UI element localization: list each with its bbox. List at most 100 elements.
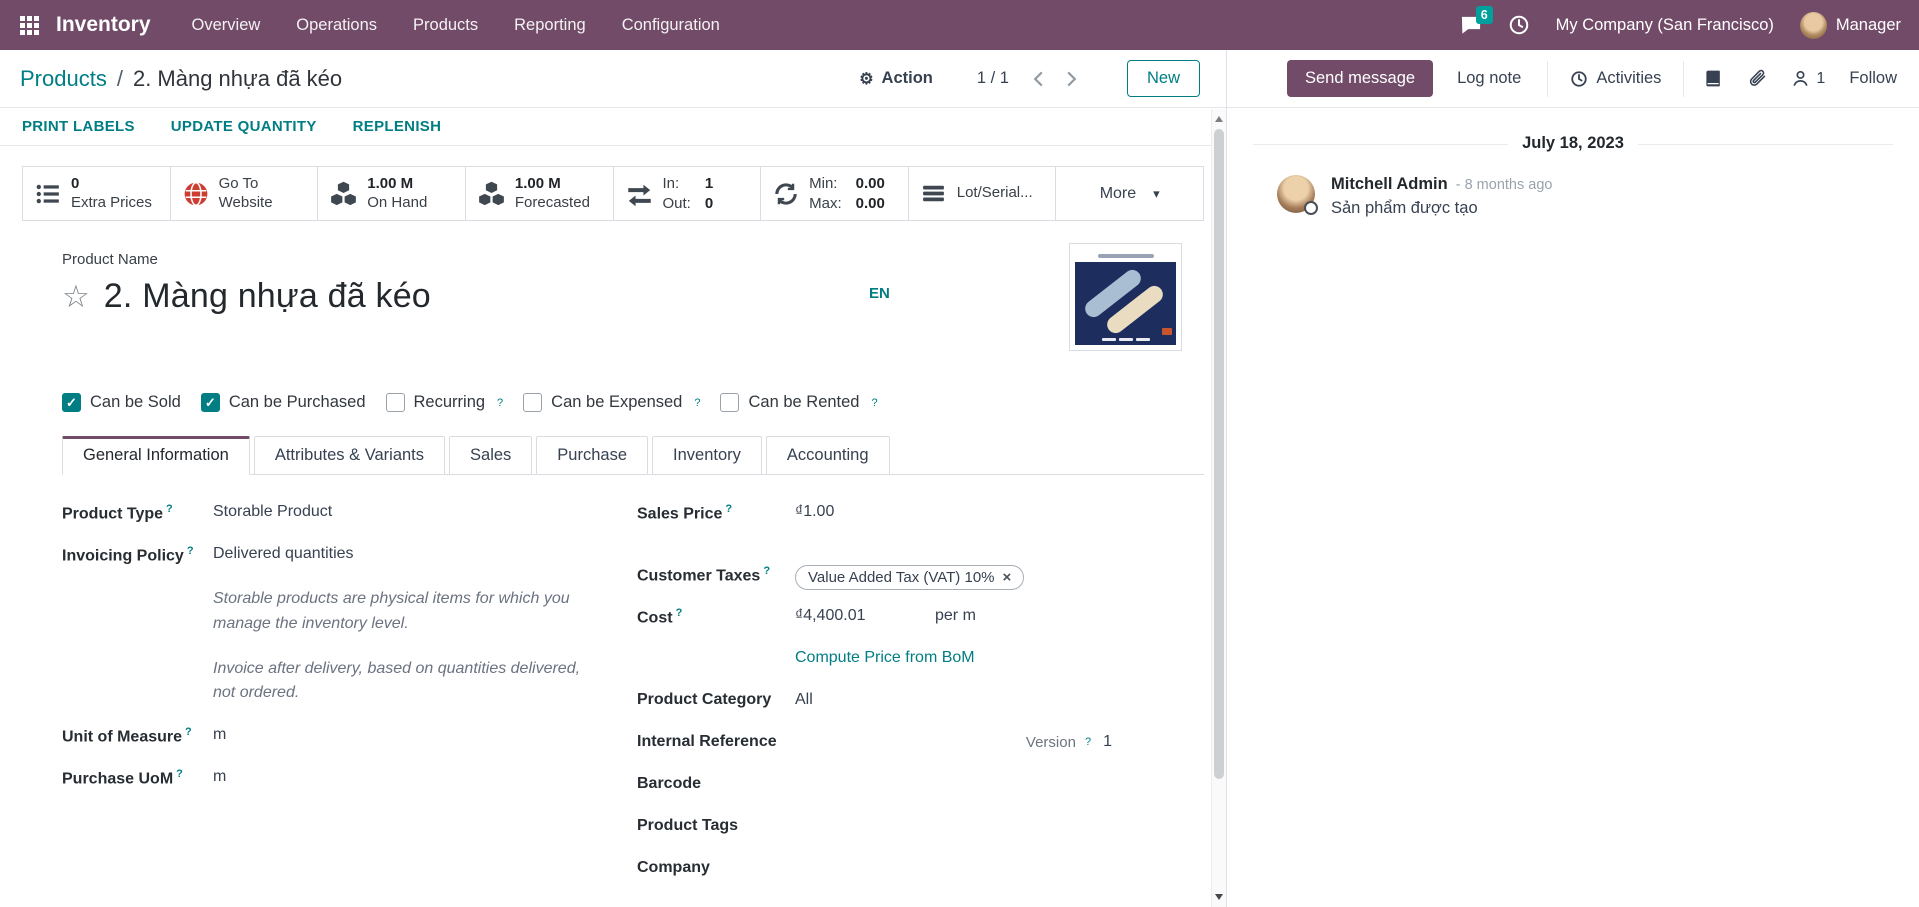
can-be-purchased-checkbox[interactable] [200, 393, 220, 412]
book-icon [1706, 70, 1721, 87]
purchase-uom-value[interactable]: m [213, 768, 227, 786]
version-value[interactable]: 1 [1103, 733, 1112, 750]
action-label: Action [881, 69, 933, 87]
message-author[interactable]: Mitchell Admin [1331, 175, 1448, 193]
version-field: Version? 1 [1026, 733, 1112, 751]
uom-value[interactable]: m [213, 726, 227, 744]
more-dropdown-button[interactable]: More ▾ [1056, 167, 1203, 220]
attachments-button[interactable] [1747, 69, 1767, 89]
can-be-expensed-checkbox[interactable] [523, 393, 543, 412]
bars-icon [921, 181, 947, 206]
go-to-website-button[interactable]: Go To Website [171, 167, 319, 220]
print-labels-button[interactable]: PRINT LABELS [22, 118, 135, 135]
scrollbar-thumb[interactable] [1214, 129, 1224, 779]
menu-products[interactable]: Products [413, 15, 479, 34]
max-value: 0.00 [855, 194, 885, 212]
scroll-up-arrow-icon[interactable] [1212, 111, 1226, 127]
main-menu: Overview Operations Products Reporting C… [177, 9, 735, 42]
new-button[interactable]: New [1126, 60, 1200, 97]
sales-price-field: Sales Price? ₫1.00 [637, 503, 1182, 529]
tax-tag[interactable]: Value Added Tax (VAT) 10% × [795, 565, 1025, 590]
app-brand[interactable]: Inventory [56, 13, 151, 36]
update-quantity-button[interactable]: UPDATE QUANTITY [170, 118, 317, 135]
can-be-sold-checkbox[interactable] [62, 393, 81, 412]
chatter-panel: Send message Log note Activities [1226, 50, 1919, 907]
message-body: Sản phẩm được tạo [1331, 199, 1478, 217]
form-panel: Products / 2. Màng nhựa đã kéo ⚙ Action … [0, 50, 1226, 907]
on-hand-label: On Hand [367, 193, 428, 211]
message-avatar[interactable] [1277, 175, 1318, 215]
log-note-button[interactable]: Log note [1457, 69, 1522, 87]
control-panel: Products / 2. Màng nhựa đã kéo ⚙ Action … [0, 50, 1226, 108]
menu-reporting[interactable]: Reporting [514, 15, 586, 34]
messages-button[interactable]: 6 [1460, 6, 1493, 35]
recurring-checkbox[interactable] [385, 393, 405, 412]
lot-serial-button[interactable]: Lot/Serial... [909, 167, 1057, 220]
min-max-button[interactable]: Min: 0.00 Max: 0.00 [761, 167, 909, 220]
follow-button[interactable]: Follow [1849, 69, 1897, 87]
company-switcher[interactable]: My Company (San Francisco) [1555, 15, 1774, 34]
invoicing-policy-label: Invoicing Policy? [62, 545, 194, 565]
tab-inventory[interactable]: Inventory [652, 436, 762, 475]
product-category-value[interactable]: All [795, 691, 813, 708]
extra-prices-button[interactable]: 0 Extra Prices [23, 167, 171, 220]
exchange-arrows-icon [626, 180, 653, 207]
can-be-rented-field: Can be Rented ? [720, 393, 878, 412]
menu-configuration[interactable]: Configuration [621, 15, 720, 34]
replenish-button[interactable]: REPLENISH [352, 118, 442, 135]
tab-attributes-variants[interactable]: Attributes & Variants [253, 436, 446, 475]
menu-overview[interactable]: Overview [191, 15, 261, 34]
in-out-button[interactable]: In: 1 Out: 0 [614, 167, 762, 220]
product-name[interactable]: 2. Màng nhựa đã kéo [103, 277, 431, 315]
tab-sales[interactable]: Sales [449, 436, 533, 475]
product-image[interactable] [1069, 243, 1182, 351]
compute-price-from-bom-link[interactable]: Compute Price from BoM [795, 649, 975, 666]
can-be-rented-checkbox[interactable] [720, 393, 740, 412]
more-label: More [1099, 184, 1137, 202]
forecasted-button[interactable]: 1.00 M Forecasted [466, 167, 614, 220]
user-menu[interactable]: Manager [1799, 11, 1901, 39]
compute-price-row: Compute Price from BoM [795, 649, 1182, 675]
cost-value[interactable]: ₫4,400.01 [795, 607, 866, 624]
activities-systray-button[interactable] [1508, 14, 1530, 36]
breadcrumb-products-link[interactable]: Products [20, 65, 107, 91]
list-icon [35, 181, 61, 207]
product-image-content [1073, 247, 1178, 347]
form-scrollbar[interactable] [1211, 109, 1226, 907]
product-category-field: Product Category All [637, 691, 1182, 717]
top-navbar: Inventory Overview Operations Products R… [0, 0, 1919, 50]
language-badge[interactable]: EN [869, 285, 890, 302]
product-type-value[interactable]: Storable Product [213, 503, 333, 520]
barcode-label: Barcode [637, 775, 702, 792]
form-statusbar: PRINT LABELS UPDATE QUANTITY REPLENISH [0, 108, 1226, 146]
chevron-left-icon [1033, 71, 1043, 86]
product-flags-row: Can be Sold Can be Purchased Recurring ?… [62, 393, 1204, 412]
followers-button[interactable]: 1 [1791, 69, 1825, 88]
tab-general-information[interactable]: General Information [62, 436, 250, 475]
tab-purchase[interactable]: Purchase [536, 436, 649, 475]
min-label: Min: [809, 175, 838, 192]
activities-button[interactable]: Activities [1558, 60, 1673, 97]
pager-next-button[interactable] [1064, 68, 1079, 90]
help-icon: ? [166, 503, 173, 515]
action-menu-button[interactable]: ⚙ Action [859, 69, 933, 89]
on-hand-button[interactable]: 1.00 M On Hand [318, 167, 466, 220]
menu-operations[interactable]: Operations [296, 15, 378, 34]
remove-tag-icon[interactable]: × [1002, 569, 1012, 586]
scroll-down-arrow-icon[interactable] [1212, 889, 1226, 905]
on-hand-value: 1.00 M [367, 174, 414, 192]
favorite-star-icon[interactable]: ☆ [62, 279, 90, 314]
sales-price-value[interactable]: ₫1.00 [795, 503, 835, 520]
apps-menu-button[interactable] [12, 8, 46, 42]
tab-accounting[interactable]: Accounting [765, 436, 890, 475]
company-field: Company [637, 859, 1182, 885]
send-message-button[interactable]: Send message [1287, 60, 1434, 97]
systray: 6 My Company (San Francisco) Manager [1460, 6, 1901, 39]
can-be-purchased-label: Can be Purchased [228, 393, 366, 411]
pager-previous-button[interactable] [1031, 68, 1046, 90]
invoicing-policy-value[interactable]: Delivered quantities [213, 545, 354, 562]
full-composer-button[interactable] [1704, 69, 1723, 88]
help-icon: ? [497, 396, 504, 409]
pager-value: 1 / 1 [976, 69, 1009, 87]
can-be-expensed-field: Can be Expensed ? [523, 393, 700, 412]
